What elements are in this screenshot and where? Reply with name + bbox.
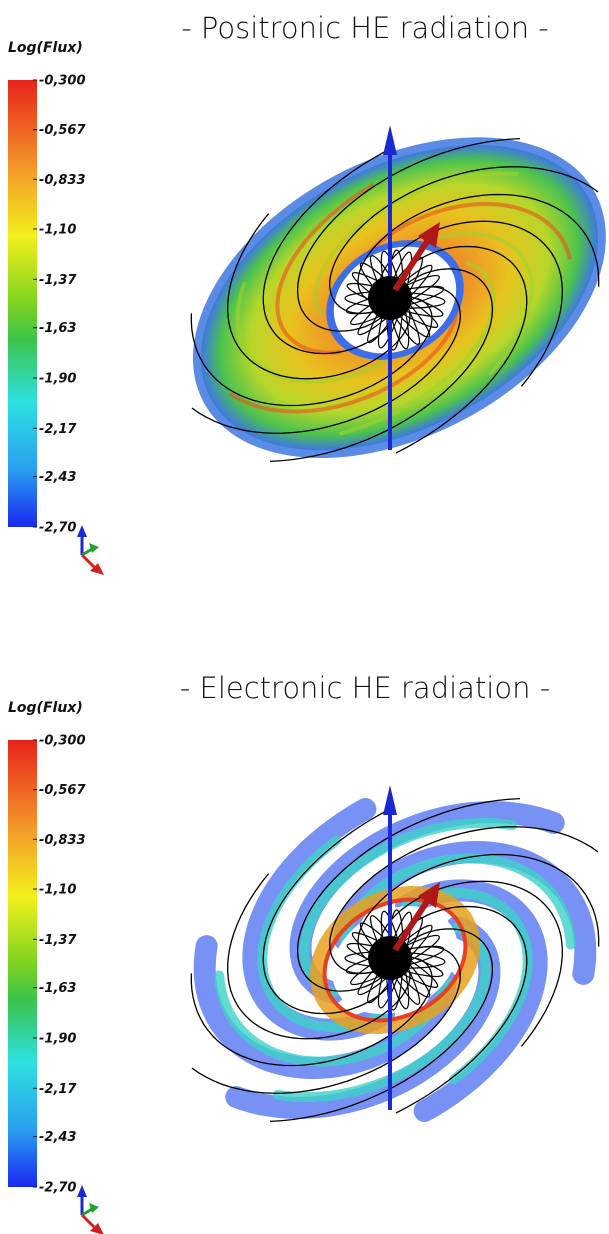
colorbar-tick-label: -2,17 [39, 1082, 77, 1097]
disk-stripe [228, 309, 459, 414]
colorbar-tick-label: -2,70 [39, 1181, 76, 1196]
disk-stripe [235, 281, 403, 384]
colorbar-tick-label: -1,63 [39, 981, 76, 996]
colorbar-tick-label: -0,567 [39, 123, 86, 138]
triad-y-head [89, 1203, 99, 1213]
colorbar-tick-label: -1,37 [39, 273, 77, 288]
colorbar-tick-label: -2,43 [39, 470, 76, 485]
panel: - Positronic HE radiation - Log(Flux) -0,3… [8, 11, 606, 575]
field-line [227, 213, 411, 380]
field-line [269, 268, 494, 463]
triad-y [81, 547, 93, 557]
ring-hot [309, 886, 481, 1034]
axis-triad [77, 525, 104, 575]
triad-z-head [77, 525, 87, 537]
triad-x-head [90, 563, 104, 575]
colorbar-tick-label: -2,17 [39, 422, 77, 437]
disk-render [190, 797, 600, 1123]
axis-triad [77, 1185, 104, 1234]
colorbar-tick-label: -0,833 [39, 173, 86, 188]
field-line [227, 873, 411, 1040]
colorbar-tick-label: -1,90 [39, 1032, 76, 1047]
colorbar-tick-label: -1,63 [39, 321, 76, 336]
colorbar-tick-label: -2,43 [39, 1130, 76, 1145]
disk-stripe [313, 171, 519, 317]
disk-stripe [275, 182, 375, 355]
colorbar-tick-label: -0,567 [39, 783, 86, 798]
field-line [296, 797, 521, 992]
colorbar-tick-label: -1,10 [39, 883, 76, 898]
ring-red [322, 897, 468, 1023]
triad-y [81, 1207, 93, 1217]
field-line [191, 946, 461, 1094]
spin-axis-head [383, 785, 397, 815]
colorbar-tick-label: -0,300 [39, 734, 86, 749]
neutron-star [368, 276, 412, 320]
colorbar-tick-label: -1,10 [39, 223, 76, 238]
colorbar-tick-label: -1,90 [39, 372, 76, 387]
disk-stripe [339, 260, 496, 436]
panel-title: - Electronic HE radiation - [180, 671, 550, 705]
field-line [296, 137, 521, 332]
field-line [329, 826, 599, 974]
triad-x [80, 1213, 96, 1229]
colorbar-label: Log(Flux) [8, 700, 83, 716]
field-line [329, 166, 599, 314]
panel: - Electronic HE radiation - Log(Flux) -0,3… [8, 671, 600, 1234]
magnetic-axis-head [418, 222, 440, 248]
disk-stripe [356, 201, 573, 268]
magnetic-axis [392, 238, 431, 292]
colorbar-tick-label: -0,300 [39, 74, 86, 89]
colorbar-tick-label: -2,70 [39, 521, 76, 536]
triad-x-head [90, 1223, 104, 1234]
triad-y-head [89, 543, 99, 553]
colorbar [8, 80, 37, 527]
spin-axis-head [383, 125, 397, 155]
colorbar-label: Log(Flux) [8, 40, 83, 56]
colorbar-tick-label: -1,37 [39, 933, 77, 948]
magnetic-axis-head [418, 882, 440, 908]
field-line [191, 286, 461, 434]
triad-x [80, 553, 96, 569]
panel-title: - Positronic HE radiation - [181, 11, 549, 45]
field-line [269, 928, 494, 1123]
colorbar-tick-label: -0,833 [39, 833, 86, 848]
colorbar [8, 740, 37, 1187]
magnetic-axis [392, 898, 431, 952]
neutron-star [368, 936, 412, 980]
triad-z-head [77, 1185, 87, 1197]
disk-render [190, 137, 606, 463]
